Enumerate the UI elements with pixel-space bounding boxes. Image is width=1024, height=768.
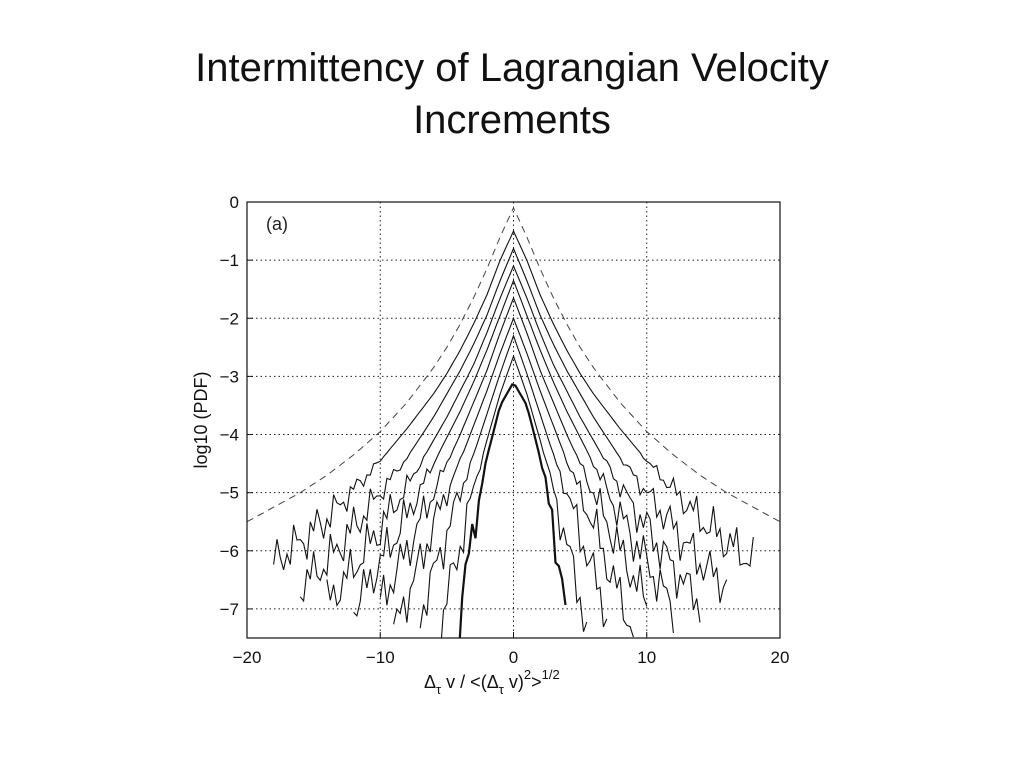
x-tick-label: −10 xyxy=(366,648,395,667)
x-tick-label: 0 xyxy=(509,648,518,667)
pdf-curve xyxy=(419,334,608,629)
pdf-curve xyxy=(440,354,588,638)
chart-curves xyxy=(247,206,780,638)
pdf-curve xyxy=(326,264,701,623)
y-tick-label: −2 xyxy=(220,309,239,328)
pdf-curve xyxy=(273,229,754,570)
slide-title: Intermittency of Lagrangian Velocity Inc… xyxy=(0,42,1024,146)
y-tick-label: −3 xyxy=(220,367,239,386)
slide-title-line2: Increments xyxy=(413,98,611,142)
y-tick-label: −1 xyxy=(220,251,239,270)
x-tick-label: 10 xyxy=(637,648,656,667)
pdf-curve xyxy=(379,296,648,607)
pdf-curve xyxy=(299,247,728,603)
y-tick-label: −5 xyxy=(220,484,239,503)
y-axis-label: log10 (PDF) xyxy=(191,371,211,468)
y-axis-ticks: 0 −1 −2 −3 −4 −5 −6 −7 xyxy=(220,193,253,619)
panel-label: (a) xyxy=(266,214,288,234)
chart-grid xyxy=(247,202,780,638)
y-tick-label: 0 xyxy=(230,193,239,212)
x-tick-label: −20 xyxy=(233,648,262,667)
pdf-curve xyxy=(393,316,634,638)
pdf-curve-gaussian xyxy=(458,383,567,638)
slide-title-line1: Intermittency of Lagrangian Velocity xyxy=(195,46,829,90)
y-tick-label: −4 xyxy=(220,426,239,445)
x-axis-label: Δτ v / <(Δτ v)2>1/2 xyxy=(424,667,560,697)
x-tick-label: 20 xyxy=(771,648,790,667)
y-tick-label: −7 xyxy=(220,600,239,619)
y-tick-label: −6 xyxy=(220,542,239,561)
pdf-curve-dashed xyxy=(247,206,780,523)
pdf-curve xyxy=(353,278,674,634)
x-axis-ticks: −20 −10 0 10 20 xyxy=(233,632,790,667)
